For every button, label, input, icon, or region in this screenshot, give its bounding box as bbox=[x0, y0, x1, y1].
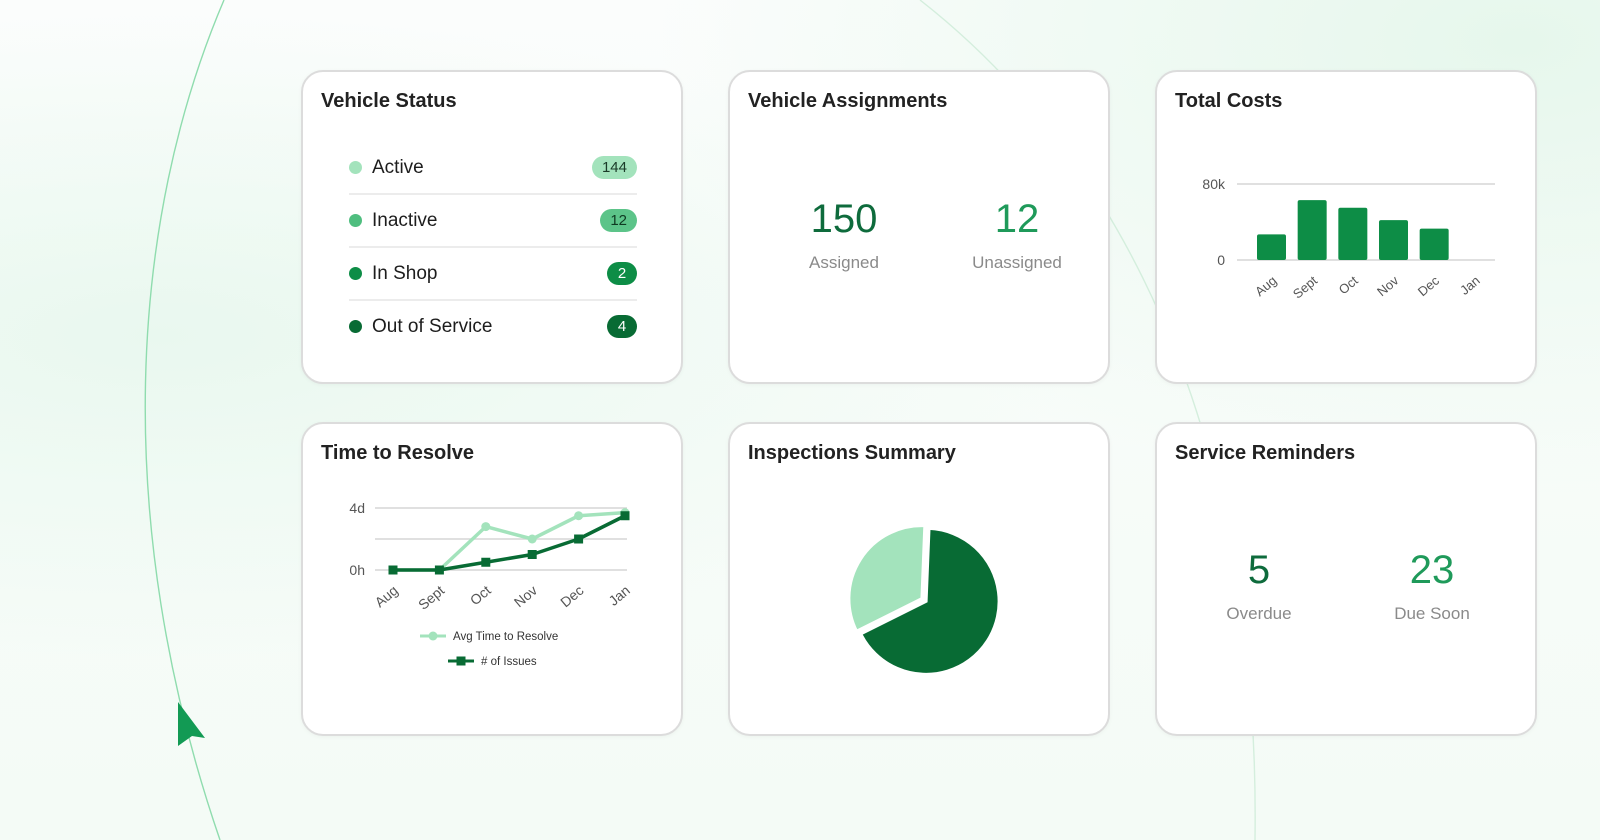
status-row-in-shop[interactable]: In Shop 2 bbox=[349, 248, 637, 301]
x-tick-label: Nov bbox=[1374, 272, 1402, 299]
due-soon-label: Due Soon bbox=[1394, 604, 1470, 623]
x-tick-label: Aug bbox=[1252, 273, 1279, 299]
total-costs-card: Total Costs 80k 0 Aug Sept Oct Nov Dec Jan bbox=[1155, 70, 1537, 384]
data-point[interactable] bbox=[481, 557, 491, 567]
series-line-1 bbox=[393, 514, 626, 572]
status-dot-icon bbox=[349, 214, 362, 227]
y-tick-label: 80k bbox=[1202, 176, 1226, 192]
x-tick-label: Oct bbox=[467, 582, 494, 608]
x-tick-label: Jan bbox=[1457, 273, 1483, 298]
inspections-summary-card: Inspections Summary bbox=[728, 422, 1110, 736]
bar-oct[interactable] bbox=[1338, 207, 1368, 260]
bar-sept[interactable] bbox=[1297, 200, 1327, 260]
x-tick-label: Nov bbox=[511, 582, 540, 610]
status-label: In Shop bbox=[372, 262, 438, 284]
x-tick-label: Dec bbox=[1415, 272, 1443, 299]
data-point[interactable] bbox=[527, 534, 537, 544]
status-row-active[interactable]: Active 144 bbox=[349, 142, 637, 195]
pie-slice-0[interactable] bbox=[858, 526, 1001, 676]
vehicle-status-title: Vehicle Status bbox=[321, 90, 457, 112]
overdue-label: Overdue bbox=[1226, 604, 1292, 623]
assigned-value: 150 bbox=[810, 197, 878, 241]
data-point[interactable] bbox=[481, 522, 491, 532]
status-dot-icon bbox=[349, 267, 362, 280]
bar-nov[interactable] bbox=[1379, 220, 1408, 260]
data-point[interactable] bbox=[574, 511, 584, 521]
unassigned-kpi[interactable]: 12 Unassigned bbox=[937, 197, 1097, 273]
data-point[interactable] bbox=[620, 511, 630, 521]
data-point[interactable] bbox=[388, 565, 398, 575]
vehicle-assignments-title: Vehicle Assignments bbox=[748, 90, 948, 112]
status-count-badge: 4 bbox=[607, 315, 637, 338]
y-tick-label: 0 bbox=[1217, 252, 1225, 268]
service-reminders-title: Service Reminders bbox=[1175, 442, 1356, 464]
status-dot-icon bbox=[349, 320, 362, 333]
due-soon-value: 23 bbox=[1409, 548, 1455, 592]
unassigned-value: 12 bbox=[994, 197, 1040, 241]
x-tick-label: Sept bbox=[415, 582, 447, 613]
pie-slice-1[interactable] bbox=[847, 524, 927, 634]
unassigned-label: Unassigned bbox=[972, 253, 1062, 272]
overdue-kpi[interactable]: 5 Overdue bbox=[1179, 548, 1339, 624]
y-tick-label: 0h bbox=[349, 562, 365, 578]
time-to-resolve-chart: 4d 0h Aug Sept Oct Nov Dec Jan Avg Time to Resol… bbox=[349, 500, 633, 668]
status-label: Out of Service bbox=[372, 315, 493, 337]
x-tick-label: Oct bbox=[1336, 273, 1361, 298]
y-tick-label: 4d bbox=[349, 500, 365, 516]
cursor-arrow-icon bbox=[178, 702, 205, 746]
status-count-badge: 2 bbox=[607, 262, 637, 285]
legend-label: # of Issues bbox=[481, 656, 537, 668]
legend-marker bbox=[428, 631, 438, 641]
status-label: Inactive bbox=[372, 209, 438, 231]
status-row-inactive[interactable]: Inactive 12 bbox=[349, 195, 637, 248]
legend-label: Avg Time to Resolve bbox=[453, 631, 558, 643]
due-soon-kpi[interactable]: 23 Due Soon bbox=[1352, 548, 1512, 624]
x-tick-label: Dec bbox=[557, 582, 586, 610]
status-count-badge: 12 bbox=[600, 209, 637, 232]
x-tick-label: Aug bbox=[372, 582, 401, 610]
total-costs-title: Total Costs bbox=[1175, 90, 1283, 112]
total-costs-chart: 80k 0 Aug Sept Oct Nov Dec Jan bbox=[1202, 176, 1495, 302]
data-point[interactable] bbox=[527, 550, 537, 559]
vehicle-status-card: Vehicle Status Active 144 Inactive 12 In Sho… bbox=[301, 70, 683, 384]
x-tick-label: Jan bbox=[605, 582, 633, 609]
data-point[interactable] bbox=[434, 565, 444, 575]
overdue-value: 5 bbox=[1247, 548, 1271, 592]
time-to-resolve-title: Time to Resolve bbox=[321, 442, 475, 464]
service-reminders-card: Service Reminders 5 Overdue 23 Due Soon bbox=[1155, 422, 1537, 736]
assigned-kpi[interactable]: 150 Assigned bbox=[764, 197, 924, 273]
legend-marker bbox=[456, 656, 466, 666]
status-dot-icon bbox=[349, 161, 362, 174]
bar-aug[interactable] bbox=[1257, 234, 1286, 260]
inspections-pie-chart bbox=[847, 524, 1001, 676]
assigned-label: Assigned bbox=[809, 253, 879, 272]
x-tick-label: Sept bbox=[1290, 273, 1320, 302]
bar-dec[interactable] bbox=[1419, 228, 1449, 260]
inspections-summary-title: Inspections Summary bbox=[748, 442, 956, 464]
status-row-out-of-service[interactable]: Out of Service 4 bbox=[349, 301, 637, 352]
status-count-badge: 144 bbox=[591, 156, 637, 179]
data-point[interactable] bbox=[574, 534, 584, 544]
time-to-resolve-card: Time to Resolve 4d 0h Aug Sept Oct Nov Dec Jan A… bbox=[301, 422, 683, 736]
status-label: Active bbox=[372, 156, 424, 178]
vehicle-status-list: Active 144 Inactive 12 In Shop 2 Out of Servic… bbox=[349, 142, 637, 352]
series-line-0 bbox=[393, 510, 626, 572]
vehicle-assignments-card: Vehicle Assignments 150 Assigned 12 Unas… bbox=[728, 70, 1110, 384]
